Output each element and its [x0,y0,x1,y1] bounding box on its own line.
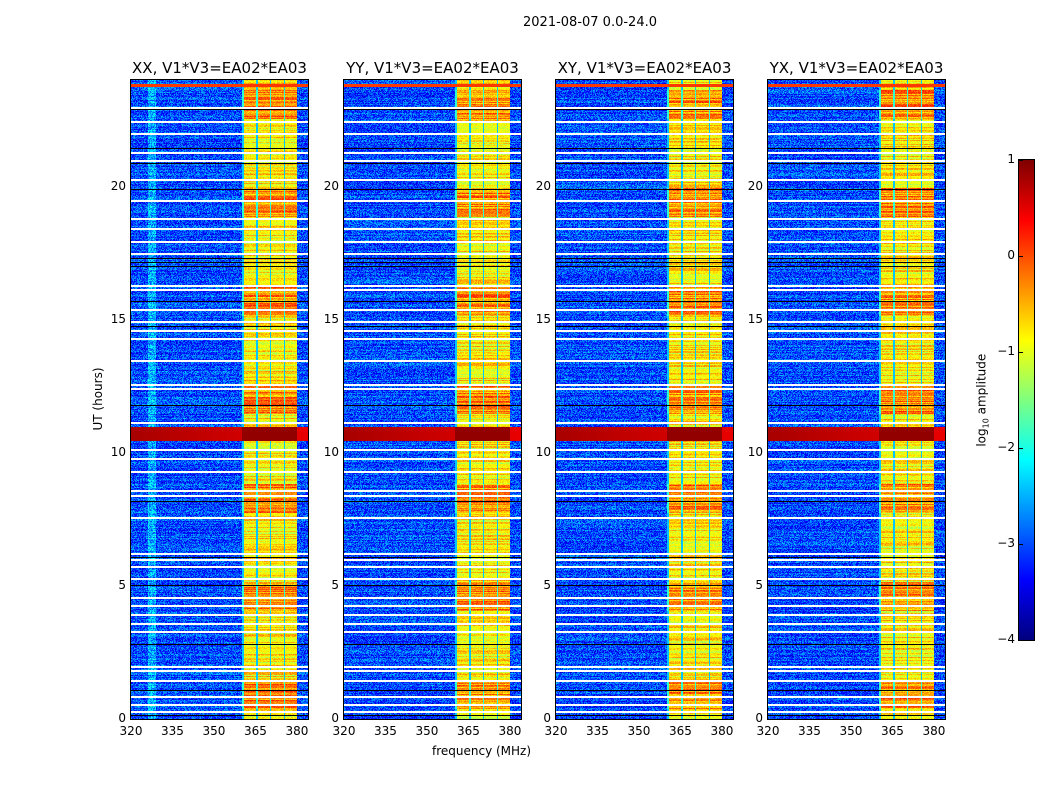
y-tick-label: 0 [543,711,551,725]
y-tick-label: 10 [110,444,126,459]
y-tick-label: 15 [323,311,339,326]
y-tick-label: 15 [535,311,551,326]
x-tick-label: 350 [202,724,226,738]
x-tick-label: 320 [756,724,780,738]
panel-frame [130,79,309,720]
colorbar-tick-mark [1019,448,1023,449]
x-tick-label: 320 [544,724,568,738]
panel-frame [343,79,522,720]
x-tick-label: 350 [839,724,863,738]
colorbar-tick-label: 1 [1007,152,1015,166]
x-axis-label: frequency (MHz) [432,744,532,758]
colorbar [1019,160,1034,640]
x-tick-label: 335 [586,724,609,738]
y-tick-label: 15 [747,311,763,326]
colorbar-label-sub: 10 [981,418,991,429]
y-tick-label: 20 [110,178,126,193]
spectrogram-yy [344,80,521,719]
panel-frame [767,79,946,720]
y-tick-label: 0 [331,711,339,725]
colorbar-tick-mark [1019,640,1023,641]
y-tick-label: 0 [755,711,763,725]
y-tick-label: 10 [747,444,763,459]
y-tick-label: 10 [535,444,551,459]
spectrogram-yx [768,80,945,719]
x-tick-label: 365 [457,724,480,738]
x-tick-label: 350 [627,724,651,738]
x-tick-label: 365 [881,724,904,738]
y-tick-label: 15 [110,311,126,326]
y-tick-label: 5 [118,577,126,592]
colorbar-label-rest: amplitude [974,353,989,419]
y-axis-label: UT (hours) [91,367,105,431]
x-tick-label: 365 [669,724,692,738]
x-tick-label: 335 [798,724,821,738]
y-tick-label: 5 [331,577,339,592]
y-tick-label: 20 [747,178,763,193]
figure-title: 2021-08-07 0.0-24.0 [523,15,657,30]
y-tick-label: 5 [755,577,763,592]
y-tick-label: 20 [323,178,339,193]
colorbar-tick-mark [1019,544,1023,545]
colorbar-tick-label: −3 [997,536,1015,550]
colorbar-tick-label: −4 [997,632,1015,646]
panel-title: YY, V1*V3=EA02*EA03 [346,59,519,77]
colorbar-tick-label: 0 [1007,248,1015,262]
y-tick-label: 5 [543,577,551,592]
x-tick-label: 320 [119,724,143,738]
colorbar-tick-mark [1019,256,1023,257]
x-tick-label: 320 [332,724,356,738]
y-tick-label: 10 [323,444,339,459]
panel-title: XY, V1*V3=EA02*EA03 [557,59,732,77]
colorbar-tick-label: −2 [997,440,1015,454]
y-tick-label: 0 [118,711,126,725]
panel-title: XX, V1*V3=EA02*EA03 [132,59,307,77]
x-tick-label: 380 [710,724,734,738]
colorbar-tick-mark [1019,352,1023,353]
x-tick-label: 380 [498,724,522,738]
panel-frame [555,79,734,720]
x-tick-label: 380 [922,724,946,738]
colorbar-label: log10 amplitude [974,348,990,453]
colorbar-tick-label: −1 [997,344,1015,358]
x-tick-label: 350 [415,724,439,738]
x-tick-label: 335 [161,724,184,738]
x-tick-label: 335 [374,724,397,738]
colorbar-tick-mark [1019,160,1023,161]
colorbar-frame [1018,159,1035,641]
x-tick-label: 365 [244,724,267,738]
colorbar-label-main: log [974,428,989,447]
spectrogram-xy [556,80,733,719]
y-tick-label: 20 [535,178,551,193]
spectrogram-xx [131,80,308,719]
panel-title: YX, V1*V3=EA02*EA03 [769,59,944,77]
x-tick-label: 380 [285,724,309,738]
